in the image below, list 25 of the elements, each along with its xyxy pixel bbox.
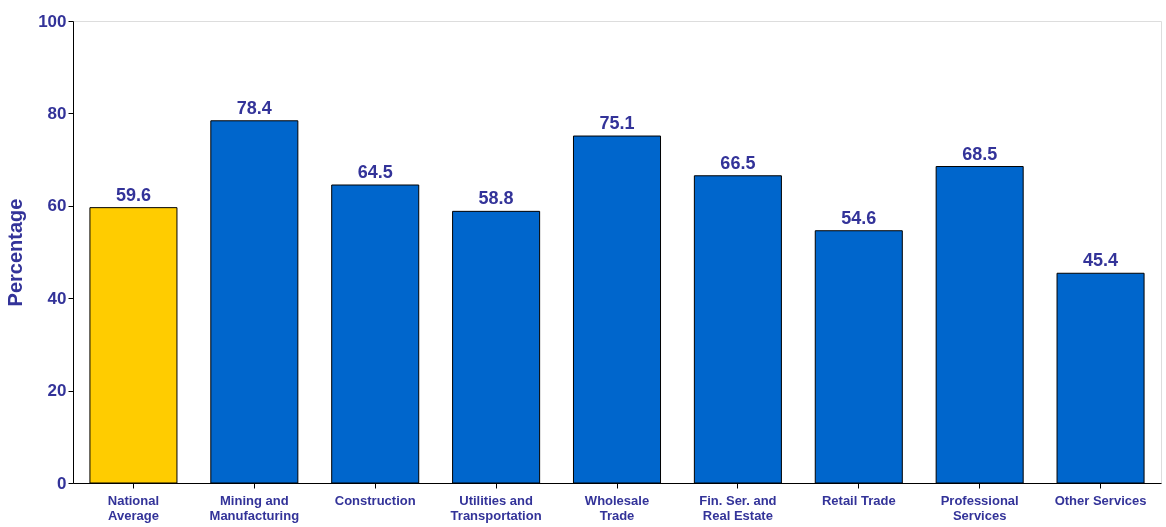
y-tick-label: 20 <box>47 381 67 401</box>
y-axis-title: Percentage <box>4 198 27 307</box>
x-tick-label: Fin. Ser. and Real Estate <box>699 492 777 523</box>
x-tick-label: Construction <box>334 492 416 508</box>
y-tick-label: 60 <box>47 196 67 216</box>
x-tick-label: Professional Services <box>940 492 1019 523</box>
y-tick-label: 40 <box>47 288 67 308</box>
y-tick-label: 0 <box>57 473 67 493</box>
data-label: 59.6 <box>115 184 151 205</box>
data-label: 68.5 <box>962 143 998 164</box>
x-tick-label: Retail Trade <box>821 492 896 508</box>
data-label: 66.5 <box>720 152 756 173</box>
x-tick-label: National Average <box>107 492 160 523</box>
data-label: 64.5 <box>357 162 393 183</box>
data-label: 58.8 <box>478 188 514 209</box>
x-tick-label: Utilities and Transportation <box>450 492 542 523</box>
x-tick-label: Mining and Manufacturing <box>209 492 300 523</box>
y-tick-label: 80 <box>47 103 67 123</box>
data-label: 54.6 <box>841 207 877 228</box>
data-label: 45.4 <box>1083 250 1119 271</box>
data-label: 78.4 <box>236 97 272 118</box>
x-tick-label: Wholesale Trade <box>584 492 650 523</box>
x-tick-label: Other Services <box>1054 492 1147 508</box>
y-tick-label: 100 <box>38 11 67 31</box>
data-label: 75.1 <box>599 113 635 134</box>
